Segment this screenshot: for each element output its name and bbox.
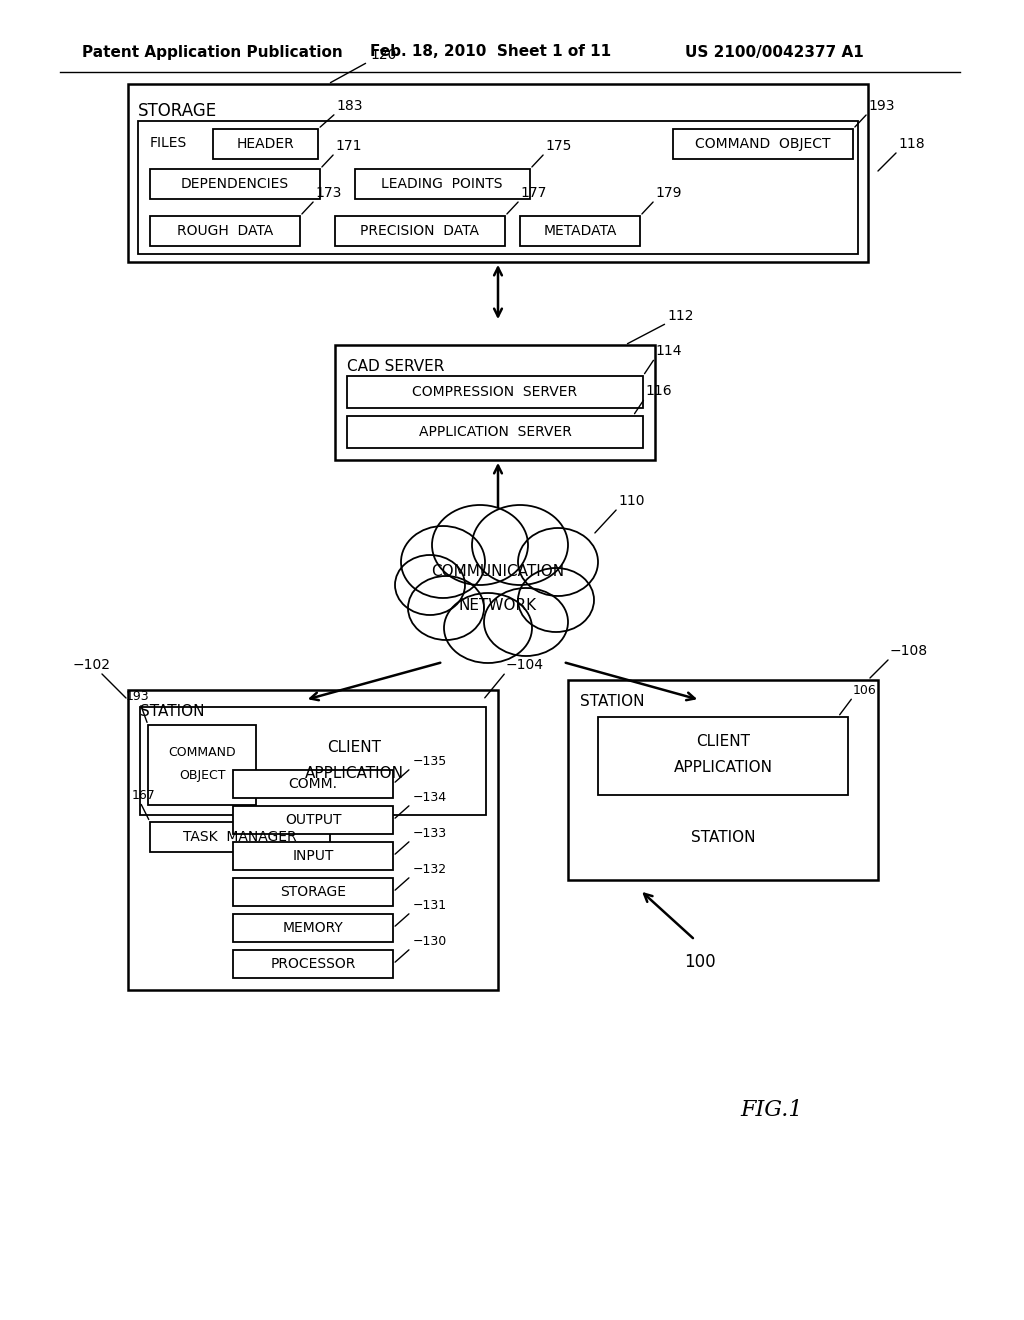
Text: CLIENT: CLIENT bbox=[328, 739, 382, 755]
Text: −135: −135 bbox=[413, 755, 447, 768]
Text: FILES: FILES bbox=[150, 136, 187, 150]
Text: ROUGH  DATA: ROUGH DATA bbox=[177, 224, 273, 238]
Text: HEADER: HEADER bbox=[237, 137, 294, 150]
Text: INPUT: INPUT bbox=[292, 849, 334, 863]
Text: COMM.: COMM. bbox=[289, 777, 338, 791]
Ellipse shape bbox=[395, 554, 465, 615]
Text: 116: 116 bbox=[645, 384, 672, 399]
Text: LEADING  POINTS: LEADING POINTS bbox=[381, 177, 503, 191]
Text: 177: 177 bbox=[520, 186, 547, 201]
Bar bbox=[233, 842, 393, 870]
Text: −131: −131 bbox=[413, 899, 447, 912]
Text: MEMORY: MEMORY bbox=[283, 921, 343, 935]
Text: 171: 171 bbox=[335, 139, 361, 153]
Ellipse shape bbox=[408, 576, 484, 640]
Bar bbox=[233, 950, 393, 978]
Bar bbox=[347, 416, 643, 447]
Bar bbox=[150, 216, 300, 246]
Bar bbox=[673, 129, 853, 158]
Bar bbox=[233, 878, 393, 906]
Text: APPLICATION: APPLICATION bbox=[674, 760, 772, 776]
Bar bbox=[150, 169, 319, 199]
Bar bbox=[347, 376, 643, 408]
Text: 167: 167 bbox=[132, 789, 156, 803]
Text: COMPRESSION  SERVER: COMPRESSION SERVER bbox=[413, 385, 578, 399]
Text: 110: 110 bbox=[618, 494, 644, 508]
Bar bbox=[335, 345, 655, 459]
Text: COMMUNICATION: COMMUNICATION bbox=[431, 565, 564, 579]
Text: −102: −102 bbox=[73, 657, 111, 672]
Text: −132: −132 bbox=[413, 863, 447, 876]
Bar bbox=[140, 708, 486, 814]
Ellipse shape bbox=[406, 535, 590, 645]
Text: TASK  MANAGER: TASK MANAGER bbox=[183, 830, 297, 843]
Text: APPLICATION  SERVER: APPLICATION SERVER bbox=[419, 425, 571, 440]
Ellipse shape bbox=[401, 525, 485, 598]
Bar bbox=[148, 725, 256, 805]
Text: DEPENDENCIES: DEPENDENCIES bbox=[181, 177, 289, 191]
Bar bbox=[598, 717, 848, 795]
Text: NETWORK: NETWORK bbox=[459, 598, 537, 614]
Bar bbox=[233, 770, 393, 799]
Ellipse shape bbox=[432, 506, 528, 585]
Text: COMMAND: COMMAND bbox=[168, 747, 236, 759]
Bar bbox=[138, 121, 858, 253]
Text: PROCESSOR: PROCESSOR bbox=[270, 957, 355, 972]
Bar bbox=[233, 807, 393, 834]
Text: COMMAND  OBJECT: COMMAND OBJECT bbox=[695, 137, 830, 150]
Text: 118: 118 bbox=[898, 137, 925, 150]
Bar bbox=[355, 169, 530, 199]
Ellipse shape bbox=[444, 593, 532, 663]
Text: US 2100/0042377 A1: US 2100/0042377 A1 bbox=[685, 45, 864, 59]
Text: −108: −108 bbox=[890, 644, 928, 657]
Text: 173: 173 bbox=[315, 186, 341, 201]
Text: 106: 106 bbox=[853, 684, 877, 697]
Bar bbox=[520, 216, 640, 246]
Bar bbox=[568, 680, 878, 880]
Text: Feb. 18, 2010  Sheet 1 of 11: Feb. 18, 2010 Sheet 1 of 11 bbox=[370, 45, 611, 59]
Text: 193: 193 bbox=[868, 99, 895, 114]
Bar bbox=[335, 216, 505, 246]
Text: 120: 120 bbox=[370, 48, 396, 62]
Text: 100: 100 bbox=[684, 953, 716, 972]
Text: STORAGE: STORAGE bbox=[280, 884, 346, 899]
Text: STORAGE: STORAGE bbox=[138, 102, 217, 120]
Text: OUTPUT: OUTPUT bbox=[285, 813, 341, 828]
Text: PRECISION  DATA: PRECISION DATA bbox=[360, 224, 479, 238]
Text: STATION: STATION bbox=[580, 694, 644, 709]
Text: −133: −133 bbox=[413, 828, 447, 840]
Text: 175: 175 bbox=[545, 139, 571, 153]
Bar bbox=[233, 913, 393, 942]
Text: 193: 193 bbox=[126, 690, 150, 704]
Text: CLIENT: CLIENT bbox=[696, 734, 750, 750]
Text: METADATA: METADATA bbox=[544, 224, 616, 238]
Text: APPLICATION: APPLICATION bbox=[305, 766, 404, 780]
Text: STATION: STATION bbox=[691, 830, 756, 846]
Text: −130: −130 bbox=[413, 935, 447, 948]
Text: Patent Application Publication: Patent Application Publication bbox=[82, 45, 343, 59]
Ellipse shape bbox=[518, 568, 594, 632]
Text: −104: −104 bbox=[506, 657, 544, 672]
Ellipse shape bbox=[472, 506, 568, 585]
Bar bbox=[128, 84, 868, 261]
Ellipse shape bbox=[518, 528, 598, 597]
Text: OBJECT: OBJECT bbox=[179, 768, 225, 781]
Ellipse shape bbox=[484, 587, 568, 656]
Bar bbox=[128, 690, 498, 990]
Bar bbox=[150, 822, 330, 851]
Text: CAD SERVER: CAD SERVER bbox=[347, 359, 444, 374]
Bar bbox=[213, 129, 318, 158]
Text: 183: 183 bbox=[336, 99, 362, 114]
Text: 114: 114 bbox=[655, 345, 682, 358]
Text: FIG.1: FIG.1 bbox=[740, 1100, 803, 1121]
Text: 112: 112 bbox=[667, 309, 693, 323]
Text: −134: −134 bbox=[413, 791, 447, 804]
Text: 179: 179 bbox=[655, 186, 682, 201]
Text: STATION: STATION bbox=[140, 704, 205, 719]
